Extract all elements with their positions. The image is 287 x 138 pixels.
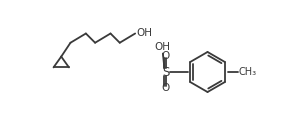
Text: O: O xyxy=(162,83,170,93)
Text: CH₃: CH₃ xyxy=(238,67,257,77)
Text: OH: OH xyxy=(155,42,171,52)
Text: O: O xyxy=(162,51,170,61)
Text: OH: OH xyxy=(137,29,153,39)
Text: S: S xyxy=(162,66,170,79)
